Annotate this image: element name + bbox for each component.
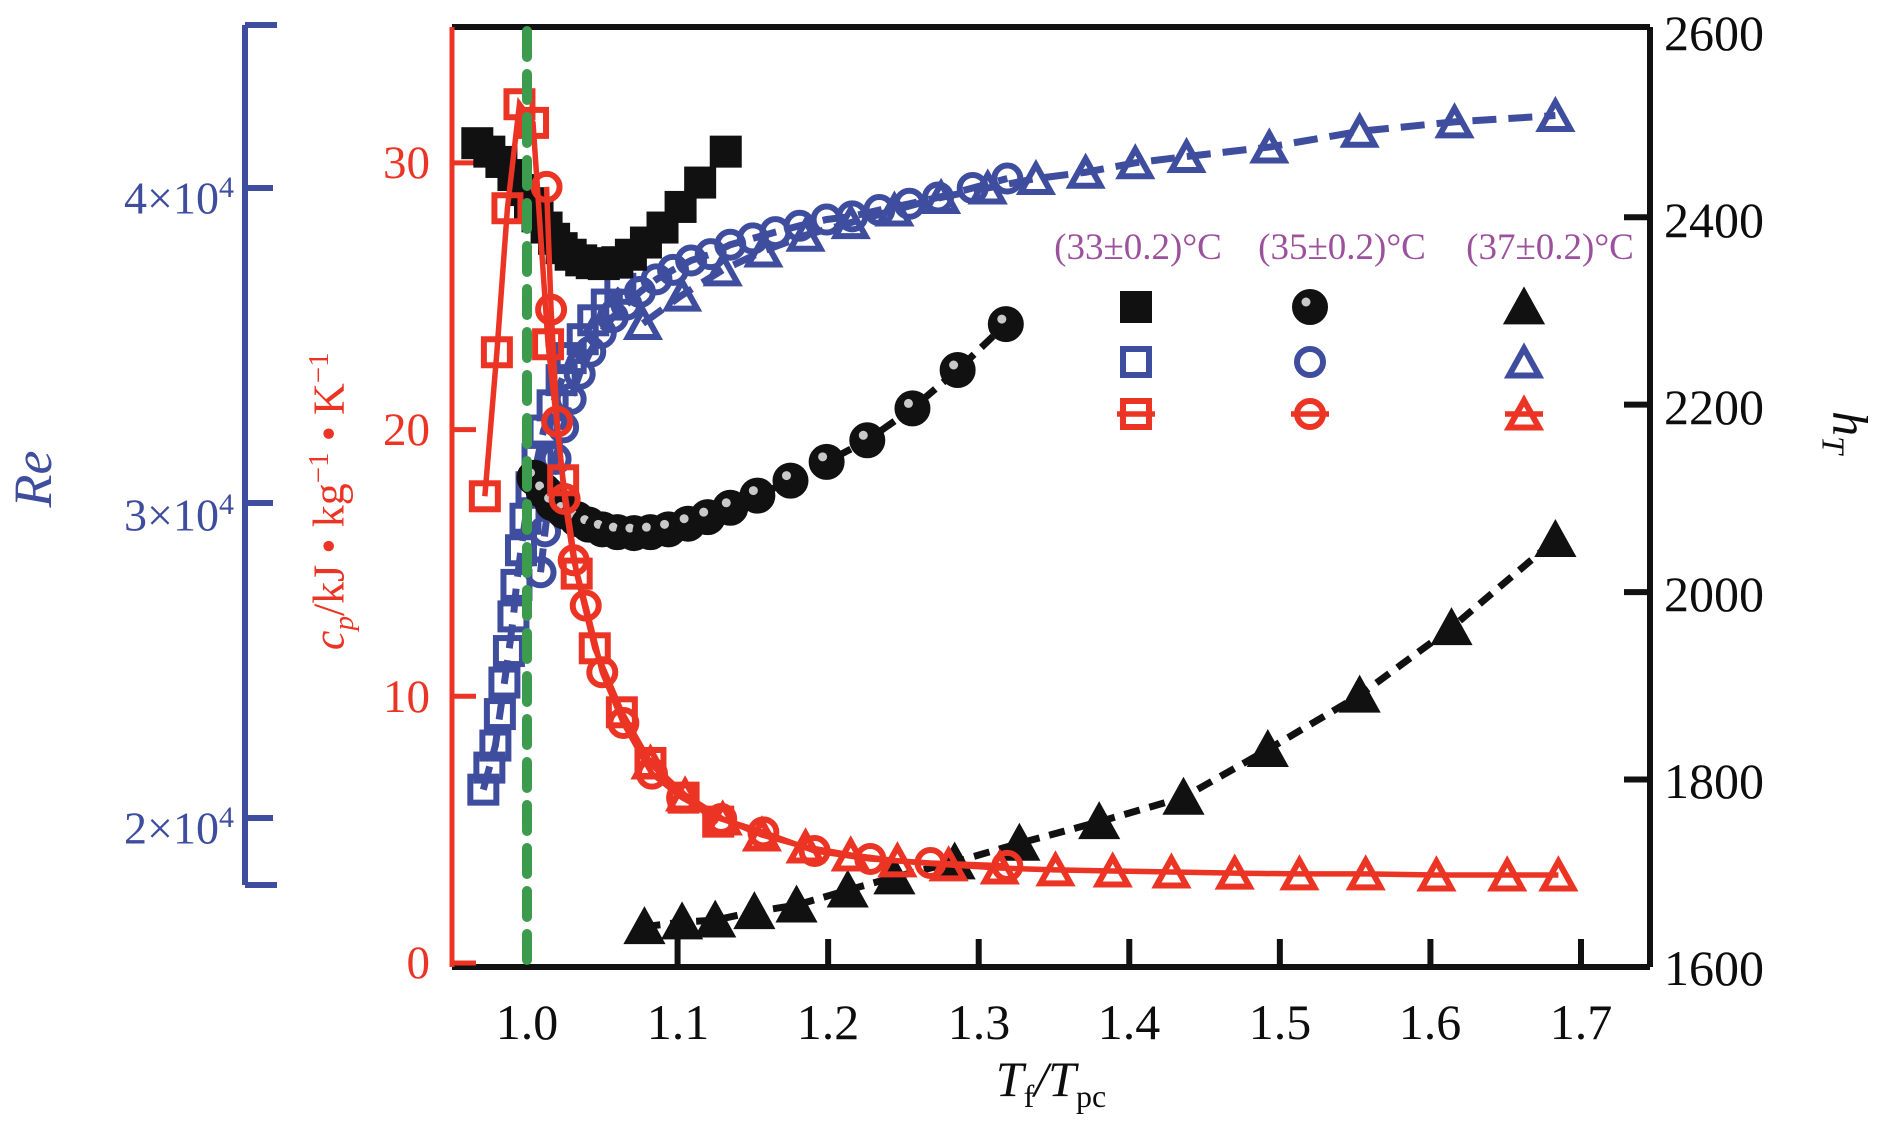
- cp-axis-ticks: [452, 160, 476, 966]
- series-cp-37C: [630, 743, 1579, 892]
- ht-tick-2600: 2600: [1664, 5, 1764, 61]
- x-tick-1.0: 1.0: [495, 994, 559, 1050]
- ht-tick-1600: 1600: [1664, 940, 1764, 996]
- x-tick-1.6: 1.6: [1398, 994, 1462, 1050]
- x-tick-1.5: 1.5: [1248, 994, 1312, 1050]
- re-tick-3e4: 3×104: [124, 488, 234, 541]
- cp-tick-20: 20: [383, 404, 430, 456]
- ht-tick-2400: 2400: [1664, 192, 1764, 248]
- legend-markers: [1117, 286, 1546, 431]
- legend-header-37C: (37±0.2)°C: [1466, 227, 1634, 268]
- x-tick-1.2: 1.2: [796, 994, 860, 1050]
- x-tick-1.1: 1.1: [646, 994, 710, 1050]
- cp-axis-label: cp/kJ • kg−1 • K−1: [302, 352, 361, 651]
- ht-tick-1800: 1800: [1664, 753, 1764, 809]
- cp-tick-10: 10: [383, 671, 430, 723]
- re-tick-4e4: 4×104: [124, 171, 234, 224]
- series-ht-35C: [516, 306, 1024, 552]
- x-tick-1.7: 1.7: [1549, 994, 1613, 1050]
- ht-axis-ticks: [1624, 214, 1650, 783]
- ht-tick-2000: 2000: [1664, 566, 1764, 622]
- x-tick-1.4: 1.4: [1097, 994, 1161, 1050]
- x-tick-1.3: 1.3: [947, 994, 1011, 1050]
- plot-frame: [449, 24, 1653, 970]
- x-axis-label: Tf/Tpc: [995, 1051, 1107, 1114]
- re-tick-2e4: 2×104: [124, 801, 234, 854]
- x-axis-ticks: [524, 939, 1584, 967]
- re-axis: [242, 22, 277, 888]
- cp-tick-0: 0: [406, 937, 431, 989]
- legend-header-35C: (35±0.2)°C: [1258, 227, 1426, 268]
- ht-tick-2200: 2200: [1664, 379, 1764, 435]
- ht-axis-label: hT: [1815, 411, 1879, 454]
- cp-tick-30: 30: [383, 137, 430, 189]
- legend-header-33C: (33±0.2)°C: [1054, 227, 1222, 268]
- series-re-37C: [622, 95, 1576, 340]
